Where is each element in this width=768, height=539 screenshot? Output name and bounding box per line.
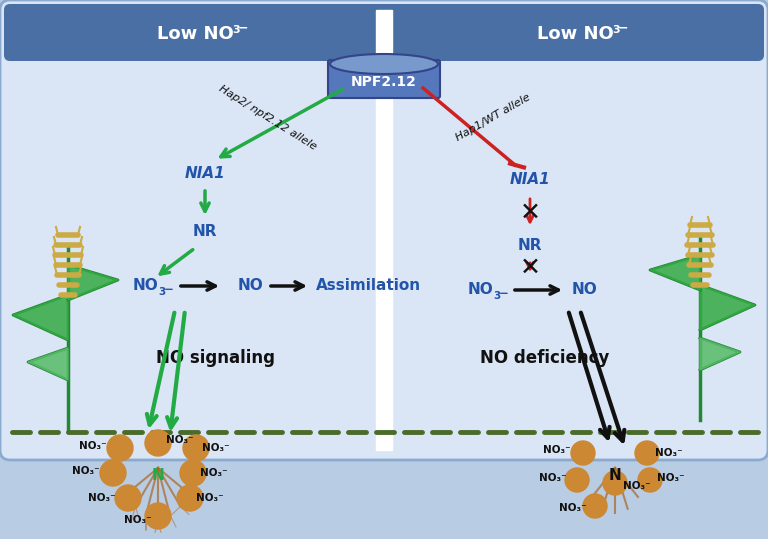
Text: NO₃⁻: NO₃⁻ (543, 445, 571, 455)
Text: Low NO: Low NO (537, 25, 614, 43)
Text: NO₃⁻: NO₃⁻ (202, 443, 230, 453)
Polygon shape (13, 295, 68, 340)
Circle shape (583, 494, 607, 518)
Circle shape (565, 468, 589, 492)
Circle shape (145, 430, 171, 456)
Text: NR: NR (518, 238, 542, 252)
Text: ✕: ✕ (519, 256, 541, 280)
Text: NO₃⁻: NO₃⁻ (559, 503, 587, 513)
Text: NO₃⁻: NO₃⁻ (79, 441, 107, 451)
Text: −: − (499, 287, 509, 301)
Circle shape (571, 441, 595, 465)
Text: NO: NO (133, 279, 159, 294)
Text: 3: 3 (232, 25, 240, 35)
Circle shape (100, 460, 126, 486)
Text: NO₃⁻: NO₃⁻ (200, 468, 228, 478)
Polygon shape (68, 265, 118, 300)
Text: NO: NO (572, 282, 598, 298)
Text: NR: NR (193, 225, 217, 239)
Polygon shape (700, 285, 755, 330)
Text: 3: 3 (612, 25, 620, 35)
Text: Low NO: Low NO (157, 25, 233, 43)
Text: 3: 3 (493, 291, 500, 301)
FancyBboxPatch shape (328, 60, 440, 98)
Text: Hap1/WT allele: Hap1/WT allele (454, 93, 532, 143)
Text: NO: NO (238, 279, 263, 294)
Text: −: − (238, 22, 249, 34)
Text: −: − (618, 22, 628, 34)
FancyBboxPatch shape (0, 0, 768, 460)
Text: NO₃⁻: NO₃⁻ (88, 493, 116, 503)
Text: Hap2/ npf2.12 allele: Hap2/ npf2.12 allele (217, 84, 319, 152)
Text: NO signaling: NO signaling (155, 349, 274, 367)
Text: NO₃⁻: NO₃⁻ (657, 473, 685, 483)
Circle shape (603, 471, 627, 495)
Text: Assimilation: Assimilation (316, 279, 421, 294)
Polygon shape (700, 338, 740, 370)
Text: NIA1: NIA1 (510, 172, 551, 188)
Circle shape (107, 435, 133, 461)
Circle shape (635, 441, 659, 465)
Circle shape (145, 503, 171, 529)
Circle shape (180, 460, 206, 486)
Polygon shape (650, 255, 700, 290)
Text: N: N (151, 468, 164, 483)
Text: NPF2.12: NPF2.12 (351, 75, 417, 89)
Circle shape (177, 485, 203, 511)
Text: NO₃⁻: NO₃⁻ (72, 466, 100, 476)
Text: 3: 3 (158, 287, 165, 297)
Text: N: N (608, 468, 621, 483)
Text: NO₃⁻: NO₃⁻ (196, 493, 223, 503)
Text: −: − (164, 284, 174, 296)
Bar (376, 10, 392, 450)
Text: NO₃⁻: NO₃⁻ (655, 448, 683, 458)
Text: NIA1: NIA1 (184, 165, 225, 181)
Text: NO₃⁻: NO₃⁻ (166, 435, 194, 445)
Circle shape (638, 468, 662, 492)
Text: NO₃⁻: NO₃⁻ (124, 515, 152, 525)
FancyBboxPatch shape (4, 4, 764, 61)
Text: NO₃⁻: NO₃⁻ (623, 481, 650, 491)
Text: NO deficiency: NO deficiency (480, 349, 610, 367)
Text: NO: NO (468, 282, 494, 298)
Circle shape (183, 435, 209, 461)
Circle shape (115, 485, 141, 511)
Text: NO₃⁻: NO₃⁻ (539, 473, 567, 483)
Polygon shape (28, 348, 68, 380)
Text: ✕: ✕ (519, 201, 541, 225)
Ellipse shape (330, 54, 438, 74)
